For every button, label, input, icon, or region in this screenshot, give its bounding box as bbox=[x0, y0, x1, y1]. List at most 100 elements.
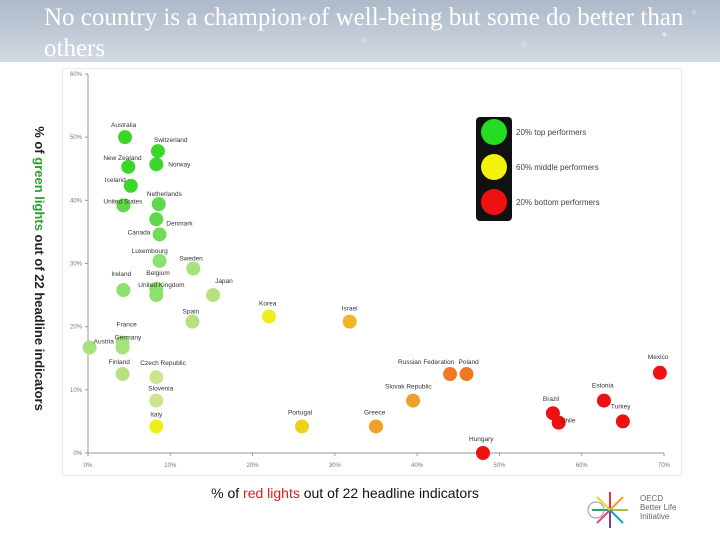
slide-title: No country is a champion of well-being b… bbox=[44, 4, 684, 62]
oecd-logo-icon bbox=[587, 492, 628, 528]
point-label: Chile bbox=[561, 418, 576, 425]
x-tick-label: 40% bbox=[411, 463, 424, 469]
data-point bbox=[185, 314, 200, 329]
legend-label: 60% middle performers bbox=[516, 163, 599, 172]
y-axis-title-prefix: % of bbox=[32, 126, 47, 158]
logo-line-2: Better Life bbox=[640, 503, 677, 512]
point-label: Iceland bbox=[105, 177, 126, 184]
logo-line-3: Initiative bbox=[640, 512, 670, 521]
point-label: France bbox=[117, 321, 138, 328]
data-point bbox=[369, 419, 383, 434]
data-point bbox=[596, 393, 611, 408]
data-point bbox=[206, 288, 221, 303]
x-axis-title: % of red lights out of 22 headline indic… bbox=[120, 485, 570, 501]
data-point bbox=[115, 340, 130, 355]
sparkle-decoration: ✦ bbox=[660, 30, 669, 41]
y-axis-title-suffix: out of 22 headline indicators bbox=[32, 230, 47, 411]
point-label: Canada bbox=[128, 229, 151, 236]
sparkle-decoration: ✦ bbox=[600, 12, 609, 23]
point-label: United States bbox=[103, 198, 143, 205]
data-point bbox=[151, 197, 166, 212]
point-label: Australia bbox=[111, 122, 137, 129]
point-label: Czech Republic bbox=[140, 360, 186, 367]
data-point bbox=[149, 212, 164, 227]
data-point bbox=[118, 130, 133, 145]
data-point bbox=[152, 253, 167, 268]
legend-label: 20% bottom performers bbox=[516, 198, 600, 207]
point-label: Greece bbox=[364, 409, 386, 416]
slide-header: ✦ ✧ ✦ ✧ ✦ ✦ ✧ No country is a champion o… bbox=[0, 0, 720, 62]
sparkle-decoration: ✧ bbox=[520, 40, 529, 51]
x-tick-label: 60% bbox=[576, 463, 589, 469]
data-point bbox=[406, 393, 421, 408]
data-point bbox=[149, 419, 164, 434]
data-point bbox=[82, 340, 97, 355]
data-point bbox=[615, 414, 630, 429]
sparkle-decoration: ✧ bbox=[360, 36, 369, 47]
data-point bbox=[186, 261, 201, 276]
data-point bbox=[150, 144, 165, 159]
x-tick-label: 50% bbox=[493, 463, 506, 469]
point-label: Estonia bbox=[592, 383, 614, 390]
x-axis-title-suffix: out of 22 headline indicators bbox=[299, 485, 479, 501]
y-tick-label: 30% bbox=[70, 262, 83, 268]
data-point bbox=[149, 288, 164, 303]
x-tick-label: 0% bbox=[84, 463, 93, 469]
point-label: Japan bbox=[215, 278, 233, 285]
data-point bbox=[116, 283, 131, 298]
point-label: Italy bbox=[150, 411, 163, 418]
x-tick-label: 70% bbox=[658, 463, 671, 469]
y-tick-label: 40% bbox=[70, 198, 83, 204]
sparkle-decoration: ✦ bbox=[300, 14, 309, 25]
data-point bbox=[149, 393, 164, 408]
y-tick-label: 10% bbox=[70, 388, 83, 394]
data-point bbox=[262, 309, 277, 324]
data-point bbox=[149, 370, 164, 385]
data-point bbox=[459, 367, 474, 382]
y-tick-label: 60% bbox=[70, 72, 83, 78]
legend-label: 20% top performers bbox=[516, 128, 586, 137]
point-label: Slovenia bbox=[148, 386, 173, 393]
point-label: New Zealand bbox=[103, 155, 142, 162]
data-point bbox=[342, 314, 357, 329]
point-label: Belgium bbox=[146, 270, 169, 277]
point-label: Denmark bbox=[166, 220, 193, 227]
logo-line-1: OECD bbox=[640, 494, 664, 503]
y-tick-label: 20% bbox=[70, 325, 83, 331]
point-label: Korea bbox=[259, 301, 277, 308]
data-point bbox=[123, 178, 138, 193]
x-axis-title-prefix: % of bbox=[211, 485, 244, 501]
y-tick-label: 50% bbox=[70, 135, 83, 141]
data-point bbox=[443, 367, 458, 382]
point-label: Portugal bbox=[288, 409, 313, 416]
point-label: Sweden bbox=[179, 256, 203, 263]
point-label: Finland bbox=[109, 359, 131, 366]
point-label: Russian Federation bbox=[398, 359, 455, 366]
point-label: United Kingdom bbox=[138, 282, 184, 289]
legend-light bbox=[481, 119, 507, 145]
data-point bbox=[475, 446, 490, 460]
data-point bbox=[294, 419, 309, 434]
data-point bbox=[652, 365, 667, 380]
logo-text: OECD Better Life Initiative bbox=[640, 494, 676, 521]
data-point bbox=[149, 157, 164, 172]
sparkle-decoration: ✧ bbox=[690, 8, 699, 19]
point-label: Turkey bbox=[611, 403, 631, 410]
point-label: Austria bbox=[94, 339, 115, 346]
data-point bbox=[551, 415, 566, 430]
point-label: Germany bbox=[115, 335, 142, 342]
data-point bbox=[115, 367, 130, 382]
point-label: Spain bbox=[183, 309, 200, 316]
point-label: Mexico bbox=[648, 354, 669, 361]
point-label: Luxembourg bbox=[132, 248, 169, 255]
point-label: Netherlands bbox=[147, 191, 183, 198]
y-axis-title-highlight: green lights bbox=[32, 157, 47, 231]
y-tick-label: 0% bbox=[73, 451, 82, 457]
point-label: Norway bbox=[168, 161, 191, 168]
data-point bbox=[121, 159, 136, 174]
point-label: Switzerland bbox=[154, 137, 188, 144]
x-tick-label: 20% bbox=[247, 463, 260, 469]
sparkle-decoration: ✦ bbox=[430, 20, 439, 31]
point-label: Poland bbox=[459, 359, 480, 366]
legend-light bbox=[481, 189, 507, 215]
